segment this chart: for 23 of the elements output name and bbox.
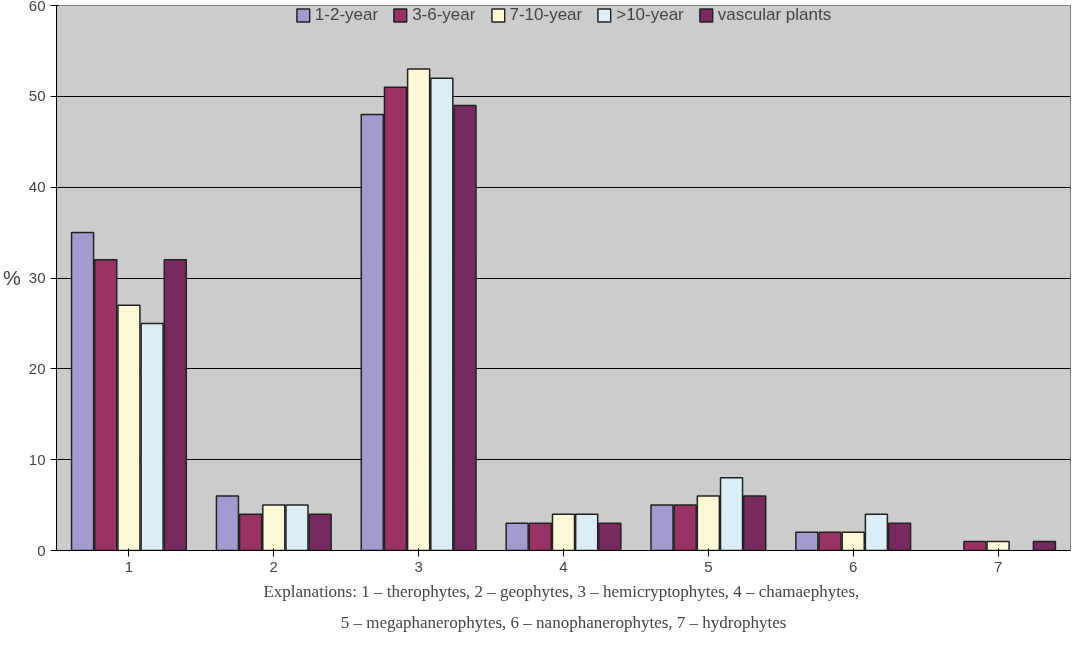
y-tick-label: 20 <box>28 359 46 377</box>
x-tick-label: 6 <box>849 557 858 575</box>
text: Explanations: 1 – therophytes, 2 – geophytes, 3 – hemicryptophytes, 4 – chamaephytes, <box>263 581 860 601</box>
x-tick-label: 4 <box>559 557 568 575</box>
y-tick-label: 0 <box>37 541 46 559</box>
x-tick-label: 7 <box>993 557 1003 575</box>
y-tick-label: 60 <box>28 0 46 14</box>
legend-label: 7-10-year <box>509 5 583 25</box>
y-tick-label: 30 <box>28 269 46 286</box>
legend-label: 1-2-year <box>314 5 379 25</box>
x-tick-label: 2 <box>269 557 278 575</box>
x-tick-label: 3 <box>414 557 423 575</box>
y-tick-label: 10 <box>28 450 46 468</box>
y-axis-title: % <box>3 267 22 289</box>
x-tick-label: 5 <box>704 557 713 575</box>
legend-label: >10-year <box>616 5 684 25</box>
legend-label: vascular plants <box>717 5 832 25</box>
y-tick-label: 50 <box>28 87 46 105</box>
bar <box>1032 540 1057 551</box>
y-tick-label: 40 <box>28 178 46 196</box>
text: 5 – megaphanerophytes, 6 – nanophanerophytes, 7 – hydrophytes <box>340 612 787 632</box>
x-tick-label: 1 <box>124 557 134 575</box>
legend-label: 3-6-year <box>412 5 476 25</box>
